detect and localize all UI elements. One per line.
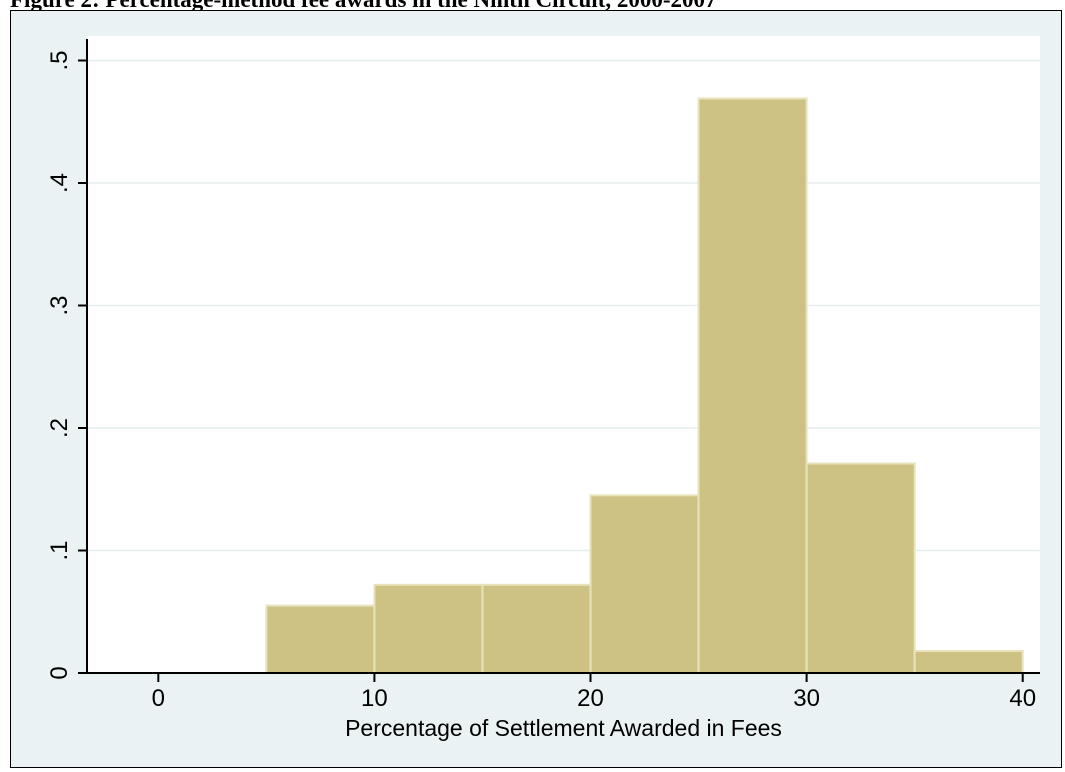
x-tick-label-2: 20 — [577, 685, 604, 712]
x-tick-label-0: 0 — [152, 685, 165, 712]
bars — [265, 97, 1024, 675]
y-tick-label-4: .4 — [46, 173, 73, 193]
bar-bin-10-15 — [373, 583, 484, 674]
figure-caption: Figure 2: Percentage-method fee awards i… — [10, 0, 1060, 13]
y-tick-label-2: .2 — [46, 418, 73, 438]
axes — [78, 39, 1040, 682]
x-axis-title: Percentage of Settlement Awarded in Fees — [345, 715, 782, 741]
bar-bin-25-30 — [697, 97, 808, 675]
bar-bin-5-10 — [265, 604, 376, 674]
x-tick-label-4: 40 — [1009, 685, 1036, 712]
x-tick-label-1: 10 — [361, 685, 388, 712]
bar-bin-30-35 — [805, 462, 916, 674]
y-tick-label-1: .1 — [46, 540, 73, 560]
y-tick-label-0: 0 — [46, 666, 73, 679]
tick-labels: 0 .1 .2 .3 .4 .5 0 10 20 30 40 — [46, 50, 1036, 712]
x-tick-label-3: 30 — [793, 685, 820, 712]
y-tick-label-5: .5 — [46, 50, 73, 70]
y-tick-label-3: .3 — [46, 295, 73, 315]
bar-bin-15-20 — [481, 583, 592, 674]
bar-bin-35-40 — [913, 649, 1024, 675]
bar-bin-20-25 — [589, 494, 700, 674]
